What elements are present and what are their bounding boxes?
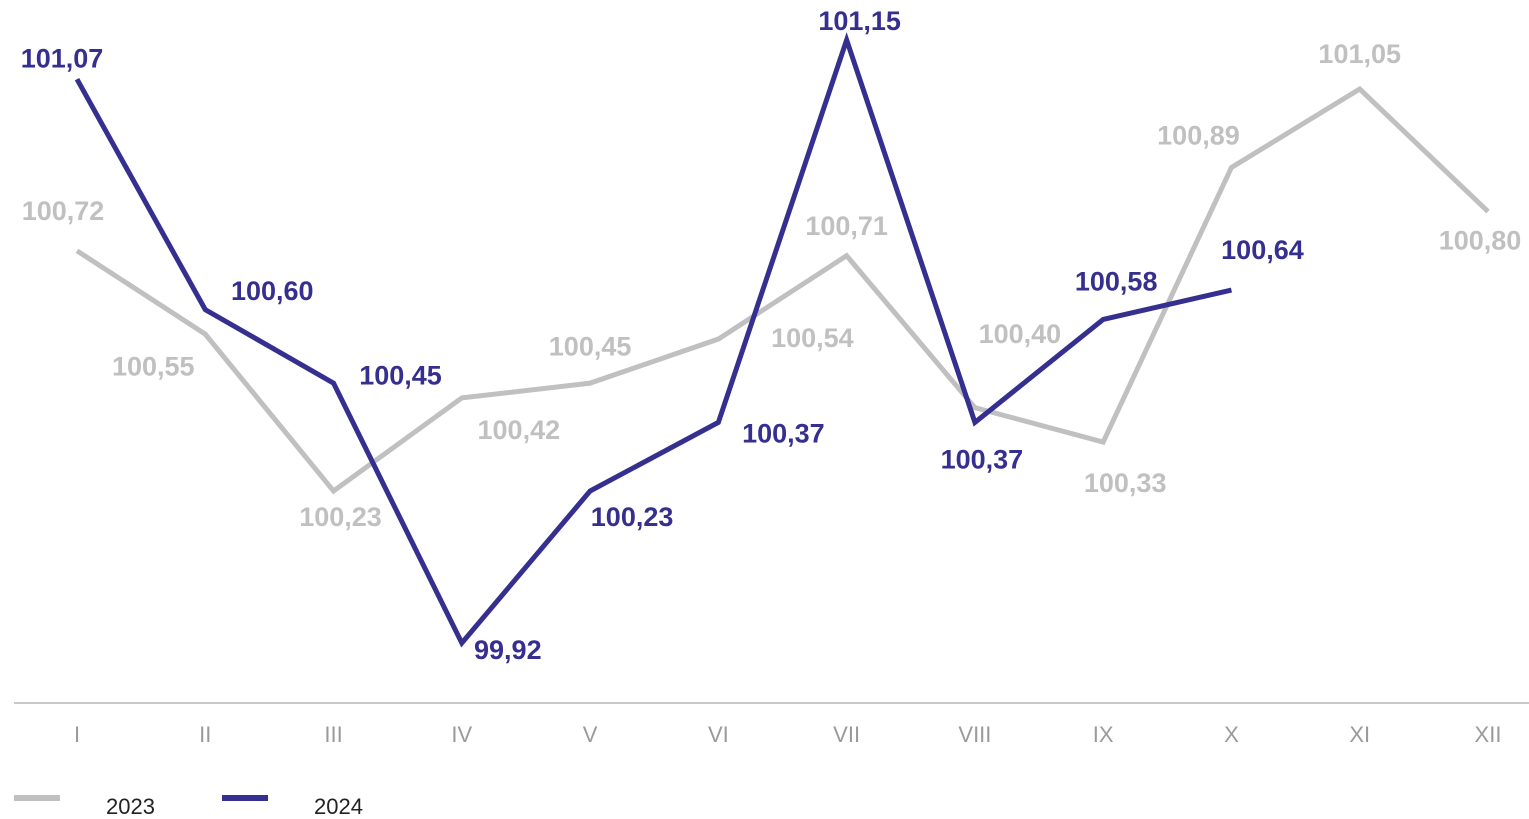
x-tick-label: XI [1349, 722, 1370, 747]
data-label: 101,07 [21, 43, 104, 73]
x-tick-label: I [74, 722, 80, 747]
x-tick-label: IV [451, 722, 472, 747]
data-label: 100,45 [359, 360, 442, 390]
x-tick-label: X [1224, 722, 1239, 747]
data-label: 100,72 [22, 196, 105, 226]
data-label: 100,37 [742, 419, 825, 449]
x-tick-label: XII [1475, 722, 1502, 747]
data-label: 100,45 [549, 331, 632, 361]
data-label: 100,64 [1221, 235, 1304, 265]
data-label: 99,92 [474, 635, 542, 665]
x-tick-label: VI [708, 722, 729, 747]
data-label: 100,80 [1439, 226, 1522, 256]
legend-label: 2024 [314, 794, 363, 819]
data-label: 100,33 [1084, 468, 1167, 498]
data-label: 100,55 [112, 351, 195, 381]
line-series [74, 32, 1233, 648]
data-label: 100,23 [591, 502, 674, 532]
line-series [75, 85, 1490, 495]
data-label: 100,58 [1075, 267, 1158, 297]
data-label: 100,89 [1157, 121, 1240, 151]
x-tick-label: II [199, 722, 211, 747]
x-tick-label: IX [1093, 722, 1114, 747]
data-label: 100,71 [805, 211, 888, 241]
data-label: 100,37 [941, 445, 1024, 475]
data-label: 101,05 [1318, 39, 1401, 69]
data-label: 100,23 [299, 502, 382, 532]
data-label: 100,60 [231, 276, 314, 306]
x-tick-label: VIII [958, 722, 991, 747]
data-label: 100,42 [478, 415, 561, 445]
legend-label: 2023 [106, 794, 155, 819]
data-label: 101,15 [818, 6, 901, 36]
x-tick-label: V [583, 722, 598, 747]
data-label: 100,54 [771, 323, 854, 353]
x-tick-label: VII [833, 722, 860, 747]
x-tick-label: III [324, 722, 342, 747]
data-label: 100,40 [979, 319, 1062, 349]
